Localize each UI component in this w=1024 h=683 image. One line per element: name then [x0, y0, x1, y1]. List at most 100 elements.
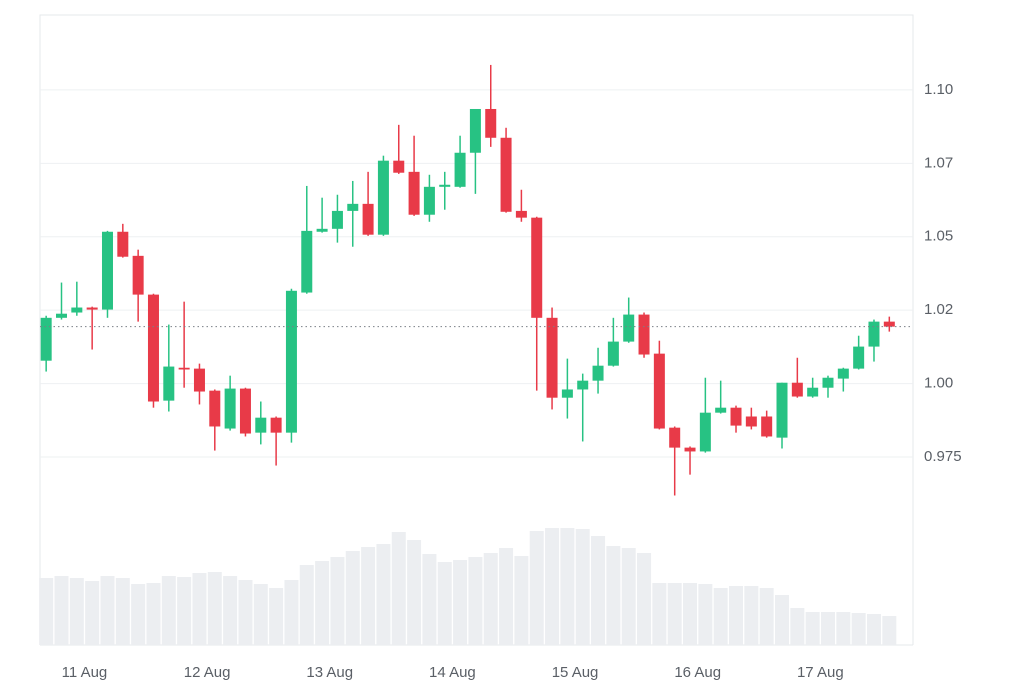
volume-bar	[836, 612, 851, 645]
volume-bar	[775, 595, 790, 645]
candle-body	[561, 389, 573, 398]
candle-body	[515, 210, 527, 218]
candle-body	[469, 108, 481, 153]
volume-bar	[177, 577, 192, 645]
candle-body	[71, 307, 83, 313]
candle-body	[745, 416, 757, 427]
volume-bar	[560, 528, 575, 645]
volume-bar	[315, 561, 330, 645]
volume-bar	[514, 556, 529, 645]
volume-bar	[376, 544, 391, 645]
volume-bar	[284, 580, 299, 645]
volume-bar	[54, 576, 69, 645]
candle-body	[807, 387, 819, 397]
candle-body	[454, 152, 466, 187]
volume-bar	[39, 578, 54, 645]
volume-bar	[729, 586, 744, 645]
volume-bar	[790, 608, 805, 645]
volume-bar	[529, 531, 544, 645]
x-tick-label: 15 Aug	[552, 664, 599, 681]
volume-bar	[621, 548, 636, 645]
candle-body	[699, 412, 711, 452]
candle-body	[393, 160, 405, 173]
y-tick-label: 0.975	[924, 448, 962, 465]
volume-bar	[407, 540, 422, 645]
volume-bar	[131, 584, 146, 645]
candle-body	[485, 108, 497, 138]
volume-bar	[437, 562, 452, 645]
candle-body	[224, 388, 236, 429]
volume-bar	[575, 529, 590, 645]
candle-body	[132, 255, 144, 295]
candle-body	[423, 186, 435, 215]
volume-bar	[192, 573, 207, 645]
candle-body	[209, 390, 221, 427]
candle-body	[822, 377, 834, 388]
candle-body	[408, 171, 420, 215]
volume-bar	[269, 588, 284, 645]
candle-body	[761, 416, 773, 437]
candle-body	[163, 366, 175, 401]
candle-body	[653, 353, 665, 429]
candle-body	[362, 203, 374, 235]
candle-body	[883, 321, 895, 327]
volume-bar	[882, 616, 897, 645]
candle-body	[837, 368, 849, 379]
volume-bar	[161, 576, 176, 645]
volume-bar	[667, 583, 682, 645]
volume-bar	[299, 565, 314, 645]
y-tick-label: 1.05	[924, 228, 953, 245]
candle-body	[239, 388, 251, 434]
candle-body	[853, 346, 865, 369]
volume-bar	[851, 613, 866, 645]
volume-bar	[330, 557, 345, 645]
candle-body	[577, 380, 589, 390]
volume-bar	[100, 576, 115, 645]
volume-bar	[866, 614, 881, 645]
candle-body	[730, 407, 742, 426]
volume-bar	[698, 584, 713, 645]
candle-body	[86, 307, 98, 310]
volume-bar	[483, 553, 498, 645]
volume-bar	[361, 547, 376, 645]
candle-body	[500, 137, 512, 212]
candle-body	[55, 313, 67, 318]
volume-bar	[391, 532, 406, 645]
candle-body	[331, 210, 343, 229]
volume-bar	[713, 588, 728, 645]
candle-body	[147, 294, 159, 402]
x-tick-label: 16 Aug	[674, 664, 721, 681]
y-tick-label: 1.07	[924, 154, 953, 171]
volume-bar	[253, 584, 268, 645]
volume-bar	[345, 551, 360, 645]
volume-bar	[652, 583, 667, 645]
candle-body	[592, 365, 604, 381]
volume-bar	[238, 580, 253, 645]
candle-body	[623, 314, 635, 342]
candle-body	[531, 217, 543, 318]
x-tick-label: 12 Aug	[184, 664, 231, 681]
volume-bar	[115, 578, 130, 645]
x-tick-label: 11 Aug	[62, 664, 108, 681]
candle-body	[776, 382, 788, 438]
x-tick-label: 17 Aug	[797, 664, 844, 681]
candle-body	[301, 230, 313, 293]
volume-bar	[591, 536, 606, 645]
candle-body	[546, 317, 558, 398]
candle-body	[377, 160, 389, 235]
candle-body	[439, 184, 451, 187]
volume-bar	[85, 581, 100, 645]
candle-body	[193, 368, 205, 392]
candle-body	[316, 228, 328, 232]
candle-body	[285, 290, 297, 433]
volume-bar	[468, 557, 483, 645]
candle-body	[791, 382, 803, 397]
volume-bar	[805, 612, 820, 645]
candle-body	[347, 203, 359, 211]
y-tick-label: 1.10	[924, 81, 953, 98]
x-tick-label: 14 Aug	[429, 664, 476, 681]
volume-bar	[744, 586, 759, 645]
candle-body	[607, 341, 619, 366]
